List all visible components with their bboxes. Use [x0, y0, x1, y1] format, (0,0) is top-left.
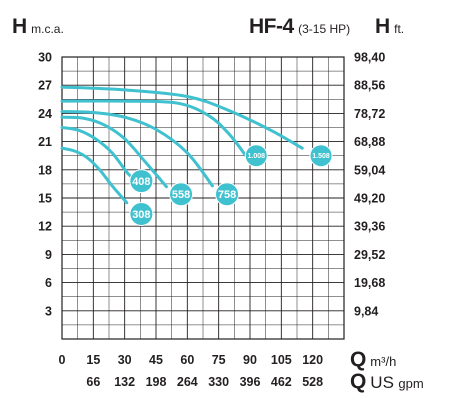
power-range: (3-15 HP) — [298, 22, 351, 36]
x-tick-label-gpm: 198 — [146, 375, 167, 389]
x-tick-label-m3h: 120 — [302, 353, 323, 367]
x-tick-label-m3h: 105 — [271, 353, 292, 367]
curve-1.008 — [60, 99, 248, 158]
left-tick-label: 18 — [38, 163, 52, 177]
left-tick-label: 24 — [38, 107, 52, 121]
badge-758 — [215, 182, 240, 207]
x-tick-label-m3h: 30 — [118, 353, 132, 367]
right-tick-label: 98,40 — [354, 51, 385, 65]
badge-label-1.008: 1.008 — [248, 153, 266, 160]
x-tick-label-m3h: 75 — [212, 353, 226, 367]
x-tick-label-m3h: 15 — [86, 353, 100, 367]
plot-frame — [61, 56, 345, 340]
right-tick-label: 78,72 — [354, 107, 385, 121]
left-tick-label: 9 — [45, 248, 52, 262]
badge-label-408: 408 — [132, 176, 150, 188]
x-tick-label-gpm: 528 — [302, 375, 323, 389]
left-tick-label: 3 — [45, 304, 52, 318]
x-tick-label-m3h: 60 — [180, 353, 194, 367]
left-tick-label: 30 — [38, 51, 52, 65]
badge-408 — [129, 169, 154, 194]
badge-1.508 — [309, 144, 333, 168]
left-axis-unit: m.c.a. — [31, 22, 64, 36]
x-axis-title-m3h: Q m³/h — [350, 348, 396, 372]
badge-558 — [169, 182, 194, 207]
badge-label-558: 558 — [172, 189, 190, 201]
badge-308 — [129, 201, 154, 226]
x-tick-label-gpm: 264 — [177, 375, 198, 389]
x-tick-label-gpm: 396 — [240, 375, 261, 389]
left-tick-label: 21 — [38, 135, 52, 149]
x-axis-symbol-gpm: Q — [350, 370, 366, 393]
x-axis-ticks: 0 15 30 45 60 75 90 105 120 66 132 198 264 330 396 462 5… — [59, 353, 324, 389]
curve-308 — [60, 146, 129, 205]
x-axis-unit-gpm: US — [370, 373, 394, 392]
x-tick-label-m3h: 90 — [243, 353, 257, 367]
x-axis-unit-m3h: m³/h — [370, 354, 397, 369]
right-tick-label: 59,04 — [354, 163, 385, 177]
x-tick-label-gpm: 66 — [86, 375, 100, 389]
right-axis-symbol: H — [375, 15, 390, 38]
left-axis-ticks: 3 6 9 12 15 18 21 24 27 30 — [38, 51, 52, 319]
right-tick-label: 39,36 — [354, 220, 385, 234]
left-tick-label: 15 — [38, 192, 52, 206]
right-tick-label: 19,68 — [354, 276, 385, 290]
left-tick-label: 12 — [38, 220, 52, 234]
x-axis-title-gpm: Q US gpm — [350, 370, 424, 394]
model-name: HF-4 — [249, 15, 294, 38]
curve-1.508 — [60, 85, 304, 150]
right-tick-label: 9,84 — [354, 304, 378, 318]
x-tick-label-m3h: 0 — [59, 353, 66, 367]
left-tick-label: 27 — [38, 79, 52, 93]
right-tick-label: 29,52 — [354, 248, 385, 262]
left-tick-label: 6 — [45, 276, 52, 290]
left-axis-symbol: H — [12, 15, 27, 38]
curve-558 — [60, 115, 168, 189]
right-tick-label: 49,20 — [354, 192, 385, 206]
right-axis-title: H ft. — [375, 15, 404, 39]
badge-label-1.508: 1.508 — [312, 153, 330, 160]
badge-1.008 — [244, 144, 268, 168]
curve-badges: 308 408 558 758 1.008 1.508 — [129, 144, 333, 226]
left-axis-title: H m.c.a. — [12, 15, 64, 39]
right-tick-label: 88,56 — [354, 79, 385, 93]
x-tick-label-gpm: 462 — [271, 375, 292, 389]
pump-curves — [60, 85, 304, 205]
badge-label-758: 758 — [218, 189, 236, 201]
chart-title: HF-4 (3-15 HP) — [249, 15, 350, 39]
badge-label-308: 308 — [132, 209, 150, 221]
x-tick-label-gpm: 132 — [114, 375, 135, 389]
right-tick-label: 68,88 — [354, 135, 385, 149]
curve-758 — [60, 110, 214, 188]
right-axis-unit: ft. — [394, 22, 405, 36]
right-axis-ticks: 9,84 19,68 29,52 39,36 49,20 59,04 68,88 78,72 8… — [354, 51, 385, 319]
x-tick-label-gpm: 330 — [208, 375, 229, 389]
curve-408 — [60, 126, 141, 183]
x-axis-unit-gpm-sub: gpm — [398, 376, 424, 391]
x-axis-symbol-m3h: Q — [350, 348, 366, 371]
x-tick-label-m3h: 45 — [149, 353, 163, 367]
